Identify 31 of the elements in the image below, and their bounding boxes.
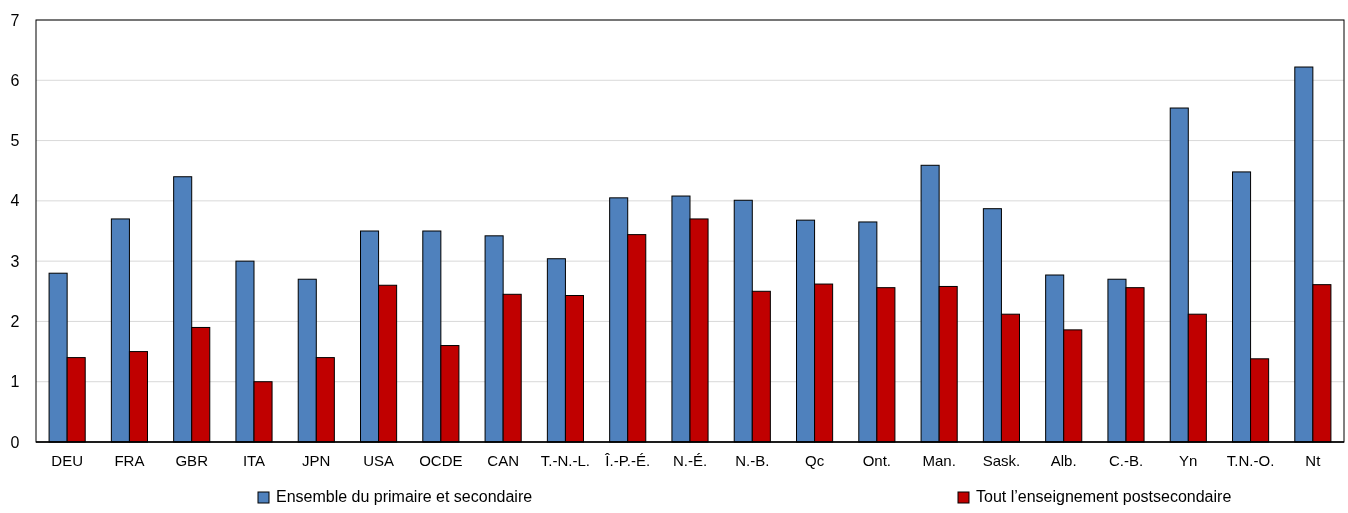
x-tick-label: Sask. bbox=[982, 452, 1021, 469]
x-tick-label: Ont. bbox=[862, 452, 892, 469]
y-tick-label: 6 bbox=[10, 71, 20, 89]
x-tick-label: N.-B. bbox=[735, 452, 770, 469]
x-tick-label: GBR bbox=[175, 452, 209, 469]
x-tick-label: T.N.-O. bbox=[1226, 452, 1275, 469]
x-tick-label: C.-B. bbox=[1108, 452, 1144, 469]
x-tick-label: USA bbox=[363, 452, 394, 469]
x-tick-label: Yn bbox=[1179, 452, 1198, 469]
y-tick-label: 4 bbox=[10, 192, 20, 210]
x-tick-label: JPN bbox=[302, 452, 331, 469]
x-tick-label: Man. bbox=[922, 452, 956, 469]
y-tick-label: 7 bbox=[10, 11, 20, 29]
y-tick-label: 1 bbox=[10, 373, 20, 391]
x-tick-label: Qc bbox=[804, 452, 825, 469]
x-tick-label: CAN bbox=[487, 452, 519, 469]
legend-label: Tout l’enseignement postsecondaire bbox=[976, 488, 1232, 505]
x-tick-label: Nt bbox=[1305, 452, 1322, 469]
y-tick-label: 5 bbox=[10, 132, 20, 150]
x-tick-label: OCDE bbox=[419, 452, 463, 469]
y-tick-label: 0 bbox=[10, 433, 20, 451]
x-tick-label: FRA bbox=[114, 452, 145, 469]
x-tick-label: Î.-P.-É. bbox=[604, 452, 651, 469]
y-tick-label: 2 bbox=[10, 313, 20, 331]
legend-label: Ensemble du primaire et secondaire bbox=[276, 488, 533, 505]
x-tick-label: ITA bbox=[242, 452, 266, 469]
x-tick-label: DEU bbox=[51, 452, 83, 469]
x-tick-label: Alb. bbox=[1050, 452, 1077, 469]
x-tick-label: T.-N.-L. bbox=[540, 452, 591, 469]
y-tick-label: 3 bbox=[10, 252, 20, 270]
x-tick-label: N.-É. bbox=[672, 452, 708, 469]
